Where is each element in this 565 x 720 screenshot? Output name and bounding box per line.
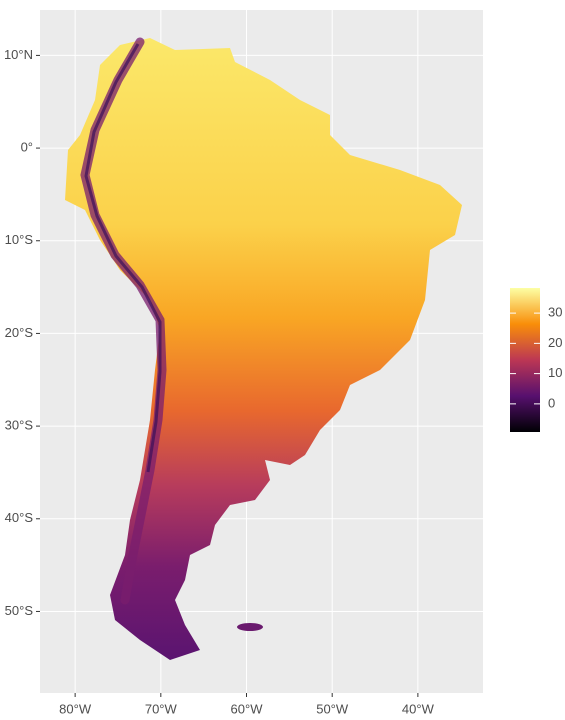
colorbar	[510, 288, 540, 432]
x-tick-label: 60°W	[231, 701, 264, 715]
land-mass	[65, 38, 462, 660]
legend-tick-label: 20	[548, 335, 562, 350]
y-tick-label: 40°S	[5, 510, 34, 525]
x-tick-label: 40°W	[402, 701, 435, 715]
andes-ridge	[84, 43, 162, 473]
y-tick-label: 30°S	[5, 418, 34, 433]
legend-tick-label: 30	[548, 305, 562, 320]
falkland-islands	[237, 623, 263, 631]
x-tick-label: 80°W	[59, 701, 92, 715]
y-tick-label: 20°S	[5, 325, 34, 340]
x-tick-label: 70°W	[145, 701, 178, 715]
legend-tick-label: 10	[548, 365, 562, 380]
y-tick-label: 10°S	[5, 232, 34, 247]
y-tick-label: 0°	[21, 140, 33, 155]
y-tick-label: 50°S	[5, 603, 34, 618]
legend-tick-label: 0	[548, 395, 555, 410]
y-tick-label: 10°N	[4, 47, 33, 62]
x-tick-label: 50°W	[316, 701, 349, 715]
